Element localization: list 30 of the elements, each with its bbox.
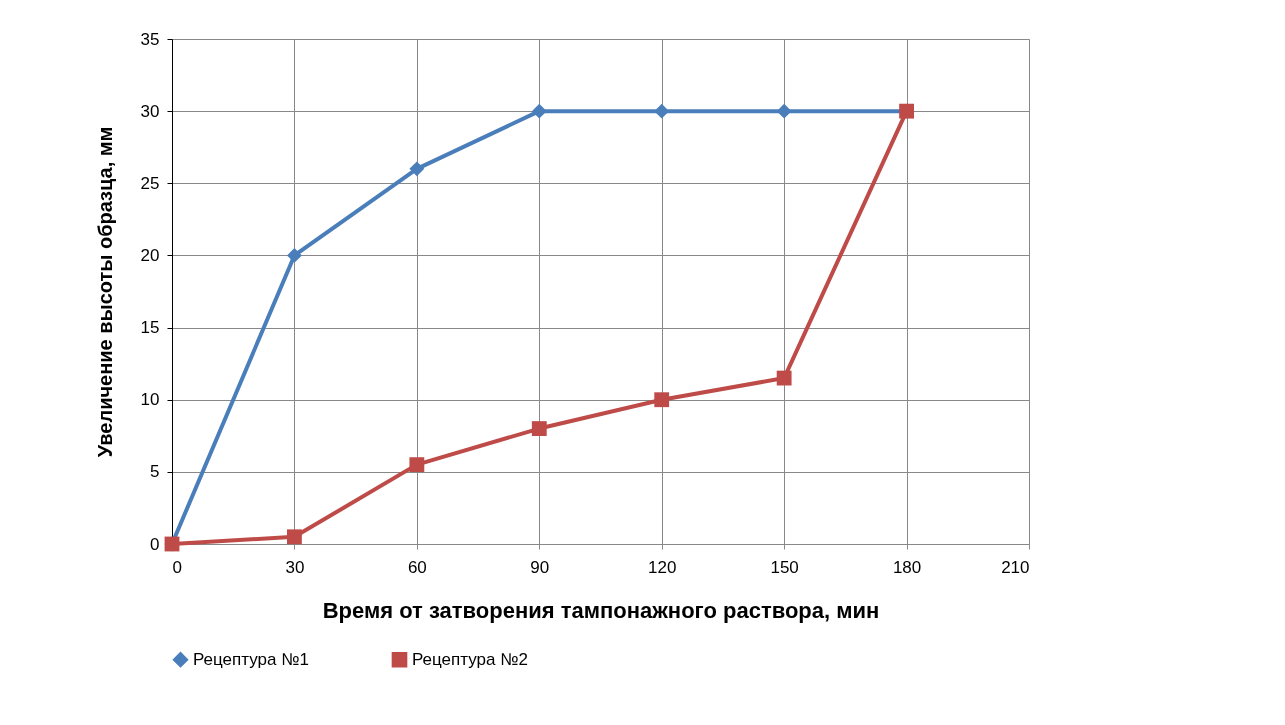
point xyxy=(531,421,547,436)
point xyxy=(287,248,302,263)
point xyxy=(654,103,670,119)
x-tick-label: 0 xyxy=(172,557,182,577)
point xyxy=(409,457,425,473)
point xyxy=(287,529,302,545)
y-tick-label: 0 xyxy=(150,534,160,554)
y-tick-label: 5 xyxy=(150,462,160,482)
y-tick-label: 25 xyxy=(140,173,160,193)
point xyxy=(409,161,425,177)
x-tick-label: 210 xyxy=(1001,557,1030,577)
x-tick-label: 120 xyxy=(648,557,677,577)
x-tick-label: 150 xyxy=(770,557,799,577)
x-tick-label: 60 xyxy=(407,557,427,577)
x-tick-label: 90 xyxy=(530,557,550,577)
y-tick-label: 10 xyxy=(140,390,160,410)
y-tick-label: 20 xyxy=(140,245,160,265)
point xyxy=(531,103,547,119)
x-tick-label: 30 xyxy=(285,557,305,577)
y-tick-label: 35 xyxy=(140,29,160,49)
legend-label: Рецептура №2 xyxy=(412,649,528,669)
point xyxy=(654,392,670,408)
legend-label: Рецептура №1 xyxy=(193,649,309,669)
y-tick-label: 15 xyxy=(140,318,160,338)
point xyxy=(776,103,792,119)
x-tick-label: 180 xyxy=(892,557,922,577)
y-tick-label: 30 xyxy=(140,101,160,121)
y-axis-title: Увеличение высоты образца, мм xyxy=(93,126,116,458)
x-axis-title: Время от затворения тампонажного раствора, мин xyxy=(322,597,880,623)
point xyxy=(776,370,792,386)
